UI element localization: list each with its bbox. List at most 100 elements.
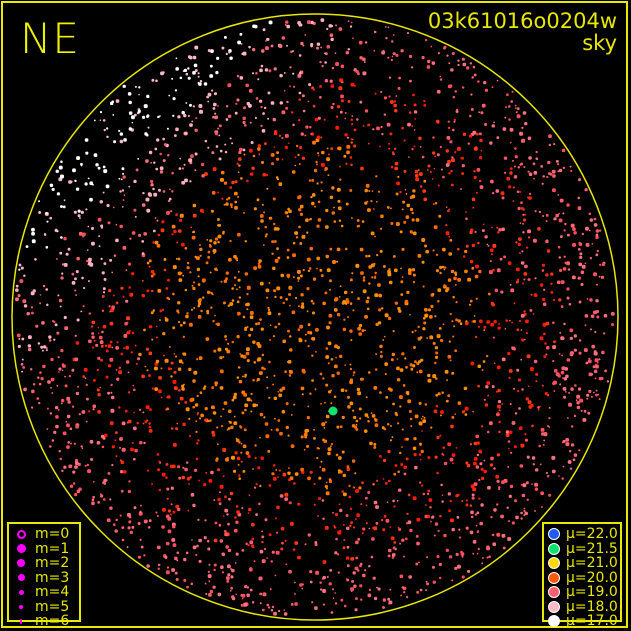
star-point bbox=[433, 409, 438, 414]
star-point bbox=[406, 290, 410, 294]
star-point bbox=[449, 359, 452, 362]
star-point bbox=[304, 429, 309, 433]
star-point bbox=[513, 445, 517, 449]
star-point bbox=[411, 125, 414, 127]
star-point bbox=[215, 145, 219, 148]
star-point bbox=[47, 380, 51, 384]
star-point bbox=[593, 272, 597, 277]
star-point bbox=[471, 243, 475, 247]
star-point bbox=[151, 78, 155, 82]
star-point bbox=[328, 321, 332, 325]
star-point bbox=[469, 443, 472, 446]
star-point bbox=[295, 236, 299, 239]
star-point bbox=[277, 256, 281, 260]
star-point bbox=[213, 538, 218, 543]
star-point bbox=[320, 460, 323, 463]
star-point bbox=[225, 202, 229, 206]
star-point bbox=[179, 213, 184, 218]
star-point bbox=[172, 379, 177, 384]
star-point bbox=[151, 289, 154, 293]
star-point bbox=[246, 293, 249, 296]
star-point bbox=[471, 197, 476, 201]
star-point bbox=[257, 227, 260, 230]
star-point bbox=[97, 356, 101, 360]
star-point bbox=[145, 405, 150, 410]
star-point bbox=[392, 52, 396, 56]
star-point bbox=[407, 520, 412, 524]
star-point bbox=[166, 211, 170, 215]
star-point bbox=[286, 100, 289, 104]
star-point bbox=[224, 36, 227, 39]
star-point bbox=[192, 286, 196, 290]
star-point bbox=[405, 366, 408, 369]
star-point bbox=[128, 262, 132, 266]
star-point bbox=[262, 28, 266, 32]
star-point bbox=[477, 80, 480, 83]
star-point bbox=[427, 492, 430, 495]
star-point bbox=[469, 530, 474, 535]
star-point bbox=[440, 414, 442, 417]
star-point bbox=[518, 407, 521, 410]
star-point bbox=[341, 450, 345, 454]
star-point bbox=[467, 142, 470, 145]
star-point bbox=[442, 323, 445, 326]
star-point bbox=[329, 247, 333, 251]
star-point bbox=[88, 410, 91, 413]
star-point bbox=[342, 524, 345, 526]
star-size-icon bbox=[13, 529, 29, 539]
star-point bbox=[106, 518, 111, 523]
star-point bbox=[469, 504, 473, 507]
star-point bbox=[432, 151, 436, 155]
star-point bbox=[289, 348, 293, 352]
star-point bbox=[449, 499, 452, 503]
star-point bbox=[179, 396, 184, 401]
star-point bbox=[316, 42, 321, 46]
star-point bbox=[397, 470, 400, 473]
star-point bbox=[338, 207, 342, 211]
star-point bbox=[282, 339, 286, 344]
star-point bbox=[141, 294, 145, 298]
star-point bbox=[70, 442, 72, 445]
star-point bbox=[64, 375, 66, 378]
star-point bbox=[89, 181, 94, 186]
star-point bbox=[368, 254, 371, 258]
star-point bbox=[419, 442, 422, 446]
star-point bbox=[261, 161, 264, 164]
star-point bbox=[158, 563, 161, 566]
star-point bbox=[307, 345, 310, 348]
star-point bbox=[437, 529, 440, 532]
star-point bbox=[389, 588, 392, 591]
star-point bbox=[244, 326, 248, 330]
star-point bbox=[352, 486, 355, 488]
star-point bbox=[412, 93, 415, 97]
star-point bbox=[63, 316, 67, 320]
star-point bbox=[509, 141, 512, 144]
star-point bbox=[230, 575, 234, 579]
star-point bbox=[37, 376, 40, 379]
star-point bbox=[587, 411, 591, 415]
star-point bbox=[226, 576, 230, 580]
star-point bbox=[483, 469, 487, 474]
star-point bbox=[339, 285, 342, 288]
star-point bbox=[182, 335, 185, 338]
star-point bbox=[493, 121, 495, 124]
star-point bbox=[287, 329, 290, 333]
star-point bbox=[491, 226, 493, 229]
star-point bbox=[201, 278, 206, 283]
star-point bbox=[102, 191, 105, 194]
star-point bbox=[585, 226, 589, 231]
star-point bbox=[286, 211, 289, 214]
star-point bbox=[148, 259, 152, 263]
star-point bbox=[490, 248, 494, 252]
star-point bbox=[217, 218, 220, 221]
star-point bbox=[267, 450, 271, 453]
star-point bbox=[270, 428, 273, 431]
star-point bbox=[394, 161, 399, 166]
star-point bbox=[84, 464, 87, 467]
star-point bbox=[21, 337, 25, 341]
star-point bbox=[284, 145, 288, 149]
star-point bbox=[422, 327, 426, 331]
star-point bbox=[277, 476, 279, 478]
star-point bbox=[267, 306, 270, 309]
